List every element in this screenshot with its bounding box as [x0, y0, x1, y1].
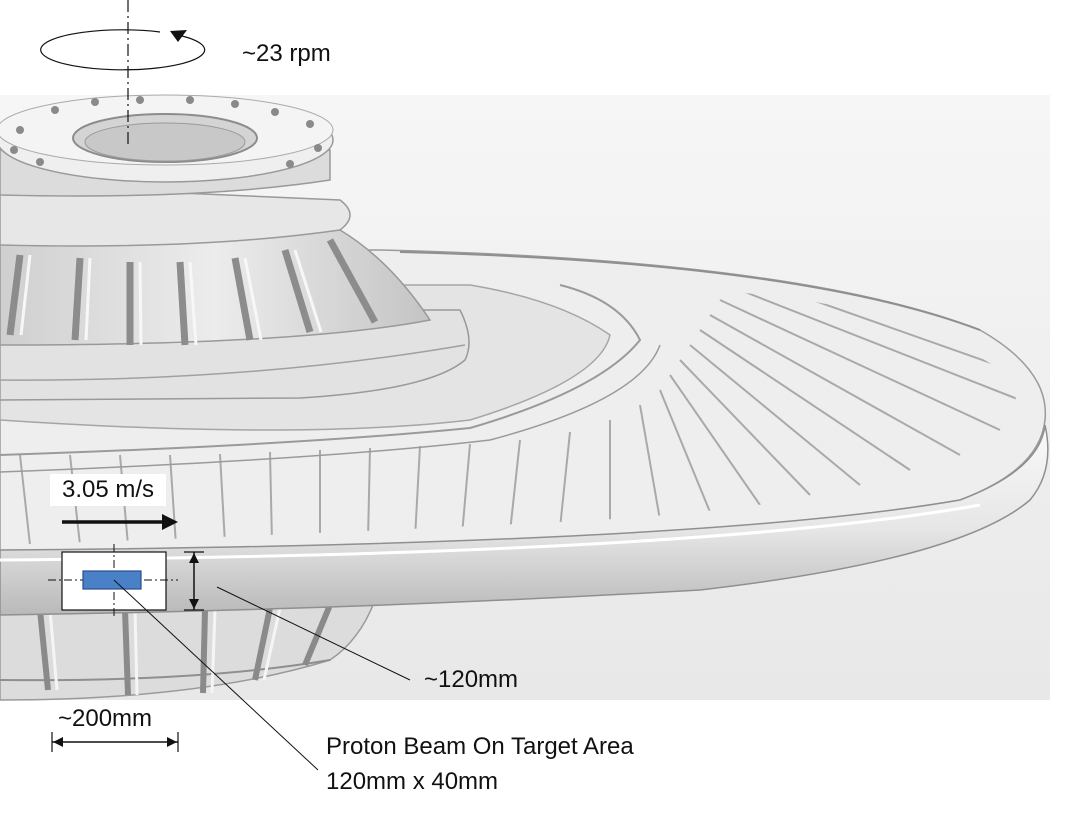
- beam-leader: [113, 579, 319, 771]
- rotation-arc: [40, 29, 206, 71]
- velocity-arrow: [62, 514, 178, 530]
- width-label: ~200mm: [58, 705, 153, 732]
- thickness-label: ~120mm: [424, 666, 519, 693]
- hub-top: [0, 94, 351, 247]
- width-dimension: [51, 732, 179, 752]
- rotation-indicator: [40, 0, 206, 148]
- rotation-arrow-head: [170, 30, 187, 42]
- beam-footprint: [48, 544, 178, 618]
- velocity-label: 3.05 m/s: [50, 474, 167, 506]
- beam-area-label-line2: 120mm x 40mm: [326, 768, 499, 795]
- lower-cone: [0, 599, 377, 701]
- proton-beam-spot: [82, 570, 142, 590]
- hub-cone: [0, 229, 432, 346]
- thickness-dimension: [184, 551, 204, 611]
- thickness-leader: [216, 586, 411, 681]
- rotation-speed-label: ~23 rpm: [242, 40, 331, 67]
- beam-area-label-line1: Proton Beam On Target Area: [326, 733, 634, 760]
